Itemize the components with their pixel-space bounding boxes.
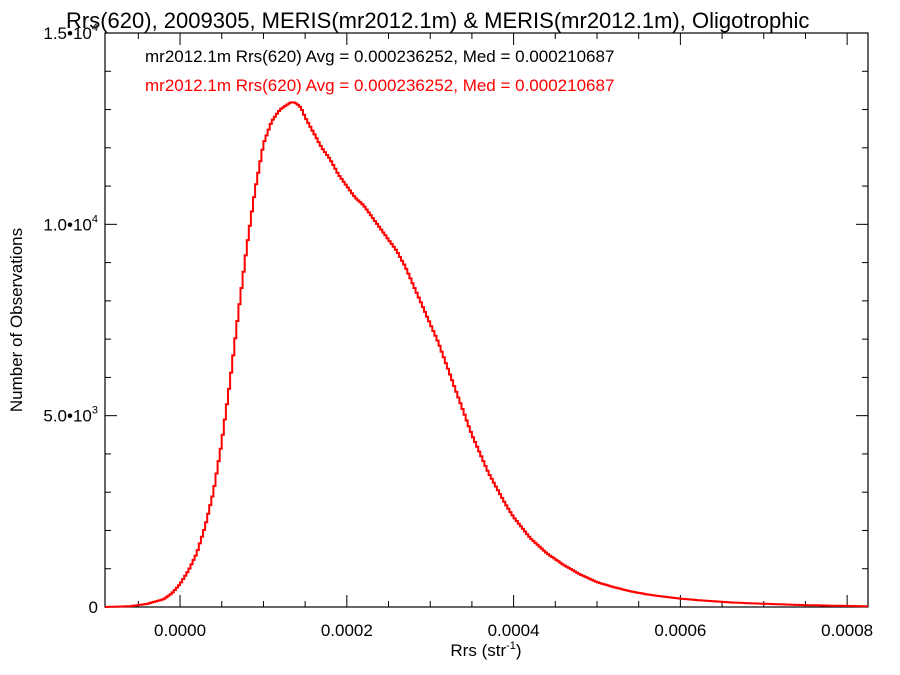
x-tick-label: 0.0000 bbox=[154, 621, 206, 640]
histogram-series-line bbox=[105, 101, 868, 608]
y-tick-label-exponent: 3 bbox=[92, 405, 98, 417]
x-axis-ticks: 0.0000 0.0002 0.0004 0.0006 0.0008 bbox=[137, 33, 873, 640]
chart-title: Rrs(620), 2009305, MERIS(mr2012.1m) & ME… bbox=[66, 8, 809, 33]
y-tick-label: 5.0•103 bbox=[43, 405, 98, 426]
y-tick-label-exponent: 4 bbox=[92, 22, 98, 34]
y-tick-label: 1.5•104 bbox=[43, 22, 98, 43]
y-tick-label-mantissa: 1.0•10 bbox=[43, 215, 92, 234]
x-tick-label: 0.0002 bbox=[321, 621, 373, 640]
y-tick-label-mantissa: 0 bbox=[89, 598, 98, 617]
x-axis-label: Rrs (str-1) bbox=[450, 640, 521, 660]
x-tick-label: 0.0006 bbox=[654, 621, 706, 640]
y-tick-label: 0 bbox=[89, 598, 98, 617]
x-axis-label-superscript: -1 bbox=[506, 640, 516, 652]
x-tick-label: 0.0004 bbox=[488, 621, 540, 640]
legend-entry-red: mr2012.1m Rrs(620) Avg = 0.000236252, Me… bbox=[145, 76, 614, 95]
y-axis-label: Number of Observations bbox=[7, 228, 26, 412]
y-tick-label-mantissa: 1.5•10 bbox=[43, 24, 92, 43]
plot-frame bbox=[104, 32, 869, 608]
y-tick-label: 1.0•104 bbox=[43, 213, 98, 234]
x-axis-label-main: Rrs (str bbox=[450, 641, 506, 660]
x-tick-label: 0.0008 bbox=[821, 621, 873, 640]
y-tick-label-mantissa: 5.0•10 bbox=[43, 407, 92, 426]
x-axis-label-end: ) bbox=[516, 641, 522, 660]
y-tick-label-exponent: 4 bbox=[92, 213, 98, 225]
legend-entry-black: mr2012.1m Rrs(620) Avg = 0.000236252, Me… bbox=[145, 47, 614, 66]
